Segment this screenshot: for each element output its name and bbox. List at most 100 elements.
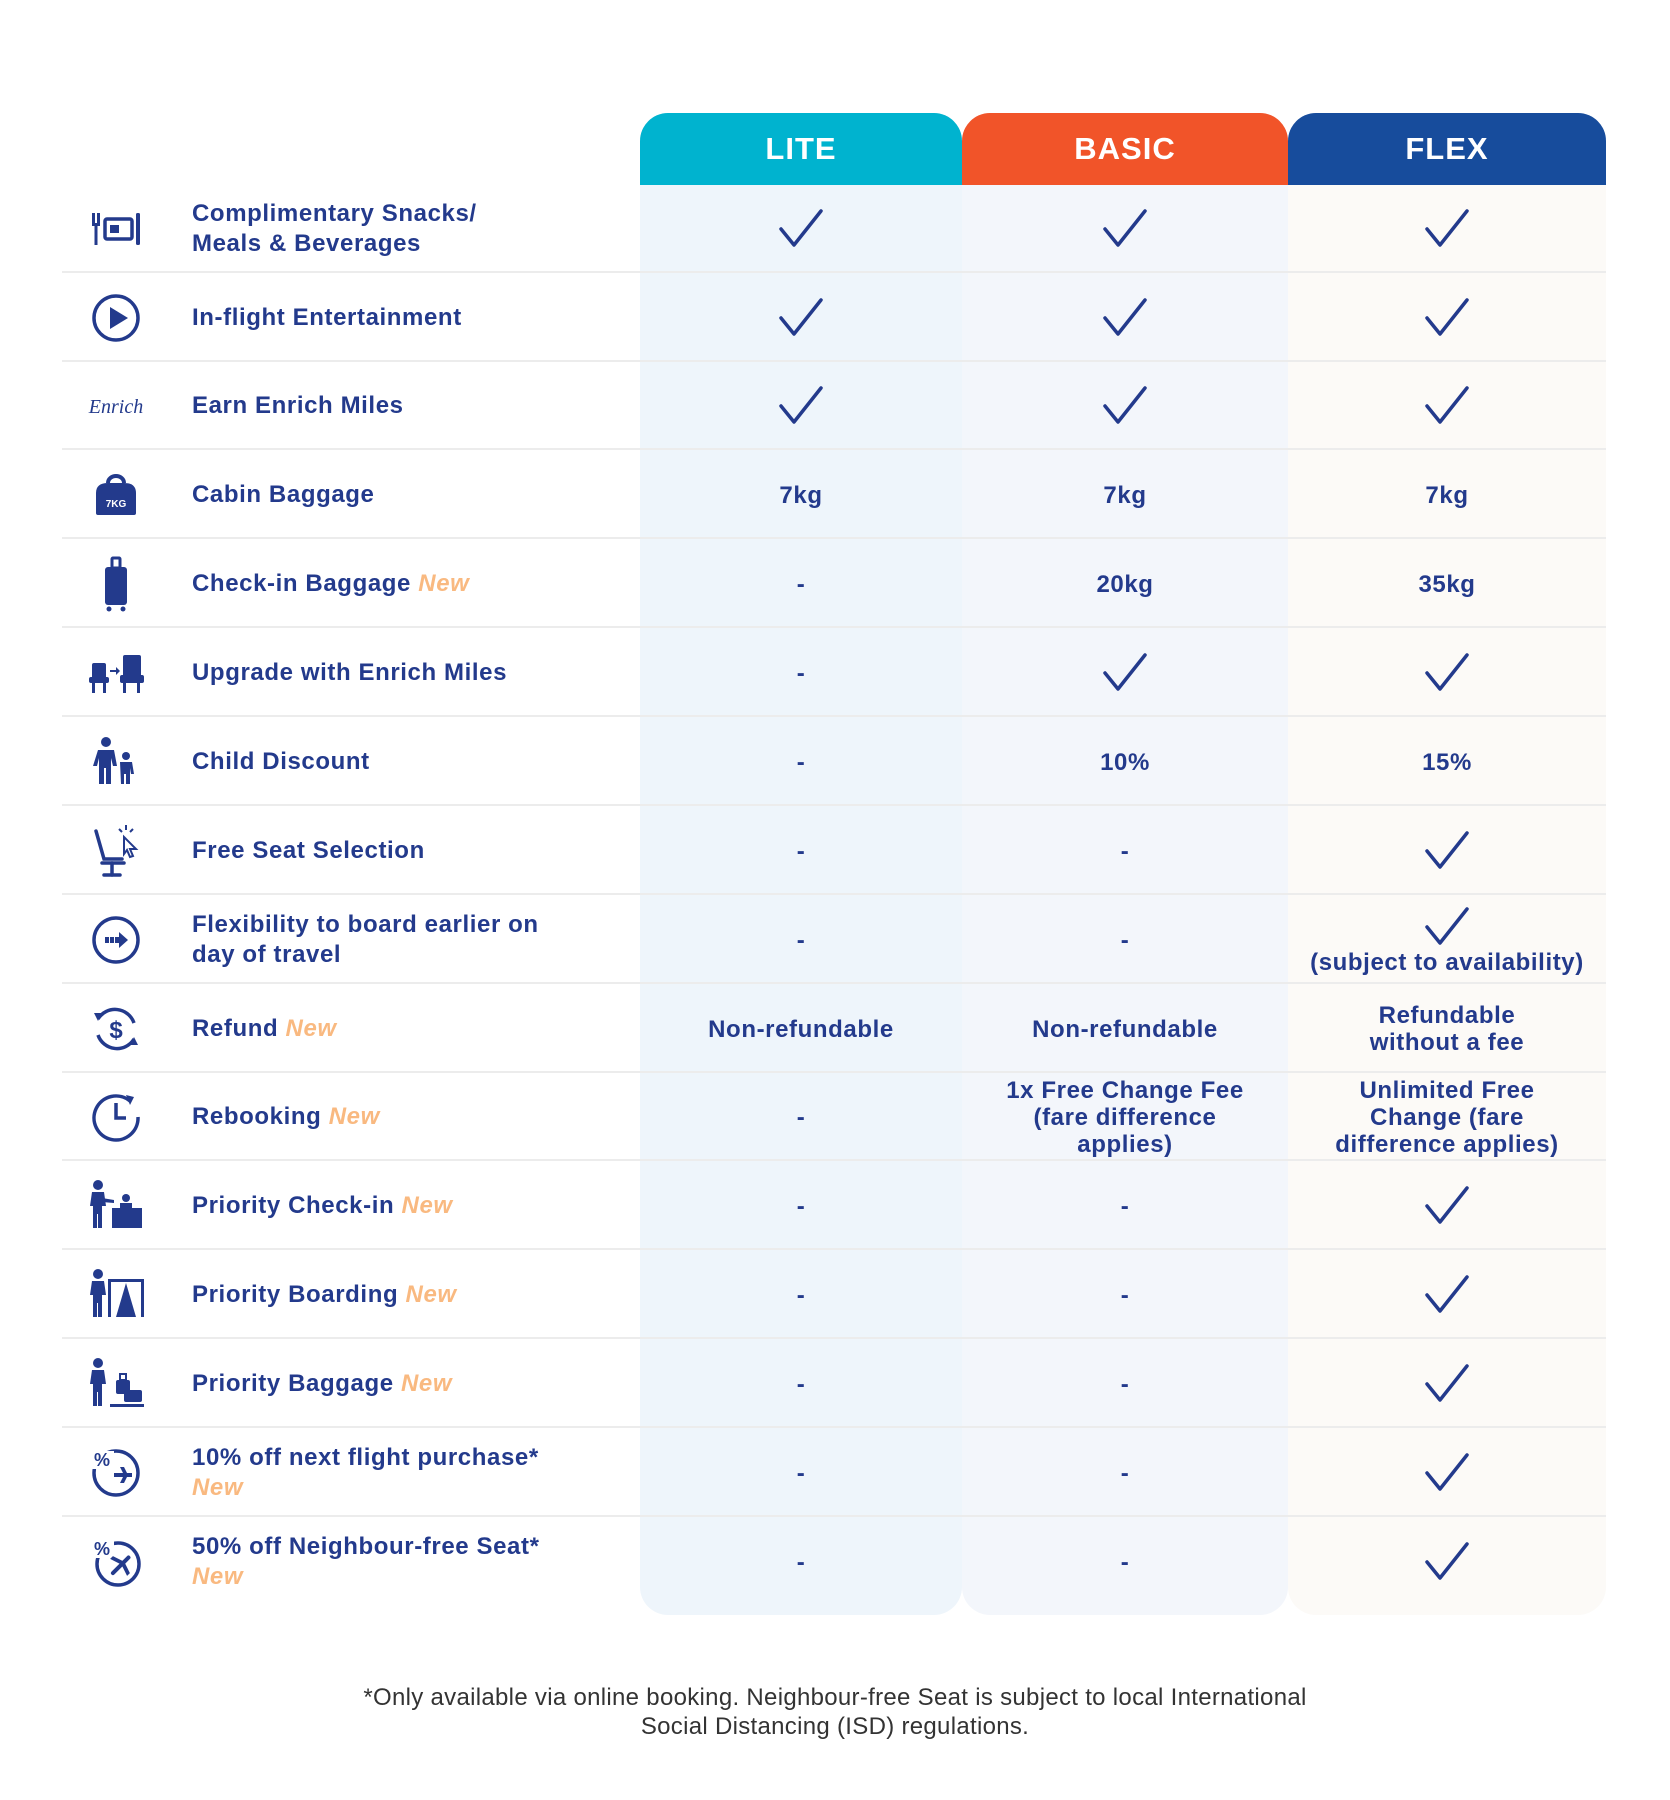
cell-value: - bbox=[796, 748, 806, 776]
cell-value: - bbox=[1120, 1548, 1130, 1576]
feature-label: Check-in Baggage New bbox=[192, 540, 662, 628]
row-divider bbox=[62, 1337, 1606, 1339]
table-row: $ Refund New Non-refundable Non-refundable R… bbox=[62, 985, 1606, 1073]
cell-basic: 10% bbox=[962, 718, 1288, 806]
table-row: Check-in Baggage New - 20kg 35kg bbox=[62, 540, 1606, 628]
cell-basic: - bbox=[962, 1429, 1288, 1517]
cell-value: - bbox=[796, 1103, 806, 1131]
check-icon bbox=[1103, 653, 1147, 691]
feature-label-text: Priority Baggage bbox=[192, 1370, 394, 1397]
row-divider bbox=[62, 1071, 1606, 1073]
cell-flex bbox=[1288, 1162, 1606, 1250]
cell-lite: - bbox=[640, 1162, 962, 1250]
feature-label: Child Discount bbox=[192, 718, 662, 806]
basic-column-background bbox=[962, 185, 1288, 1615]
row-divider bbox=[62, 360, 1606, 362]
check-icon bbox=[1103, 209, 1147, 247]
cell-note: (subject to availability) bbox=[1310, 948, 1584, 976]
svg-text:%: % bbox=[94, 1539, 110, 1559]
new-tag: New bbox=[405, 1281, 457, 1308]
table-row: Upgrade with Enrich Miles - bbox=[62, 629, 1606, 717]
feature-label-text: Earn Enrich Miles bbox=[192, 392, 404, 419]
cell-value: 1x Free Change Fee (fare difference appl… bbox=[1006, 1076, 1244, 1158]
cell-value: - bbox=[796, 837, 806, 865]
cell-basic: - bbox=[962, 807, 1288, 895]
feature-label-text: Free Seat Selection bbox=[192, 837, 425, 864]
cell-lite: - bbox=[640, 1251, 962, 1339]
cell-flex bbox=[1288, 185, 1606, 273]
feature-label-text: 10% off next flight purchase* bbox=[192, 1444, 539, 1471]
feature-label: Priority Boarding New bbox=[192, 1251, 662, 1339]
cell-value: - bbox=[796, 1459, 806, 1487]
cell-flex bbox=[1288, 1429, 1606, 1517]
priority-boarding-icon bbox=[84, 1263, 148, 1327]
cell-basic: Non-refundable bbox=[962, 985, 1288, 1073]
adult-child-icon bbox=[84, 730, 148, 794]
feature-label: Rebooking New bbox=[192, 1073, 662, 1161]
table-row: Child Discount - 10% 15% bbox=[62, 718, 1606, 806]
row-divider bbox=[62, 1248, 1606, 1250]
table-row: % 50% off Neighbour-free Seat* New - - bbox=[62, 1518, 1606, 1606]
feature-label: Priority Baggage New bbox=[192, 1340, 662, 1428]
cell-lite bbox=[640, 274, 962, 362]
check-icon bbox=[1425, 386, 1469, 424]
cell-lite bbox=[640, 362, 962, 450]
new-tag: New bbox=[285, 1015, 337, 1042]
clock-icon bbox=[84, 1085, 148, 1149]
priority-baggage-icon bbox=[84, 1352, 148, 1416]
table-row: Rebooking New - 1x Free Change Fee (fare d… bbox=[62, 1073, 1606, 1161]
table-row: Flexibility to board earlier on day of t… bbox=[62, 896, 1606, 984]
check-icon bbox=[1425, 298, 1469, 336]
cell-value: 15% bbox=[1422, 748, 1472, 776]
cabin-bag-icon: 7KG bbox=[84, 463, 148, 527]
feature-label: Cabin Baggage bbox=[192, 451, 662, 539]
cell-value: 7kg bbox=[779, 481, 823, 509]
cell-value: - bbox=[796, 1548, 806, 1576]
cell-lite: - bbox=[640, 1429, 962, 1517]
feature-label: Priority Check-in New bbox=[192, 1162, 662, 1250]
feature-label-text: 50% off Neighbour-free Seat* bbox=[192, 1533, 540, 1560]
feature-label-text: Check-in Baggage bbox=[192, 570, 411, 597]
feature-label-text: Priority Boarding bbox=[192, 1281, 399, 1308]
cell-lite: - bbox=[640, 540, 962, 628]
cell-basic: - bbox=[962, 1518, 1288, 1606]
play-icon bbox=[84, 286, 148, 350]
cell-lite: - bbox=[640, 1073, 962, 1161]
flex-column-background bbox=[1288, 185, 1606, 1615]
cell-basic: - bbox=[962, 896, 1288, 984]
feature-label: In-flight Entertainment bbox=[192, 274, 662, 362]
row-divider bbox=[62, 537, 1606, 539]
cell-basic bbox=[962, 362, 1288, 450]
basic-header: BASIC bbox=[962, 113, 1288, 185]
cell-flex: Refundable without a fee bbox=[1288, 985, 1606, 1073]
check-icon bbox=[1425, 906, 1469, 945]
check-icon bbox=[779, 298, 823, 336]
utensils-tray-icon bbox=[84, 197, 148, 261]
feature-label-text: In-flight Entertainment bbox=[192, 304, 462, 331]
row-divider bbox=[62, 1426, 1606, 1428]
cell-flex: 15% bbox=[1288, 718, 1606, 806]
feature-label: Free Seat Selection bbox=[192, 807, 662, 895]
cell-value: 7kg bbox=[1103, 481, 1147, 509]
table-row: % 10% off next flight purchase* New - - bbox=[62, 1429, 1606, 1517]
table-row: Free Seat Selection - - bbox=[62, 807, 1606, 895]
cell-flex: 7kg bbox=[1288, 451, 1606, 539]
cell-value: - bbox=[1120, 1192, 1130, 1220]
cell-lite: - bbox=[640, 718, 962, 806]
feature-label: Refund New bbox=[192, 985, 662, 1073]
feature-label: Complimentary Snacks/ Meals & Beverages bbox=[192, 185, 662, 273]
cell-flex bbox=[1288, 362, 1606, 450]
cell-basic: 1x Free Change Fee (fare difference appl… bbox=[962, 1073, 1288, 1161]
feature-label-text: Child Discount bbox=[192, 748, 370, 775]
cell-value: - bbox=[1120, 1459, 1130, 1487]
cell-value: - bbox=[796, 570, 806, 598]
row-divider bbox=[62, 1515, 1606, 1517]
cell-flex bbox=[1288, 1251, 1606, 1339]
cell-value: Refundable without a fee bbox=[1369, 1002, 1525, 1056]
svg-text:$: $ bbox=[109, 1017, 123, 1044]
feature-label-text: Complimentary Snacks/ Meals & Beverages bbox=[192, 200, 477, 257]
table-row: Priority Boarding New - - bbox=[62, 1251, 1606, 1339]
new-tag: New bbox=[418, 570, 470, 597]
feature-label-text: Priority Check-in bbox=[192, 1192, 395, 1219]
check-icon bbox=[1425, 1453, 1469, 1491]
